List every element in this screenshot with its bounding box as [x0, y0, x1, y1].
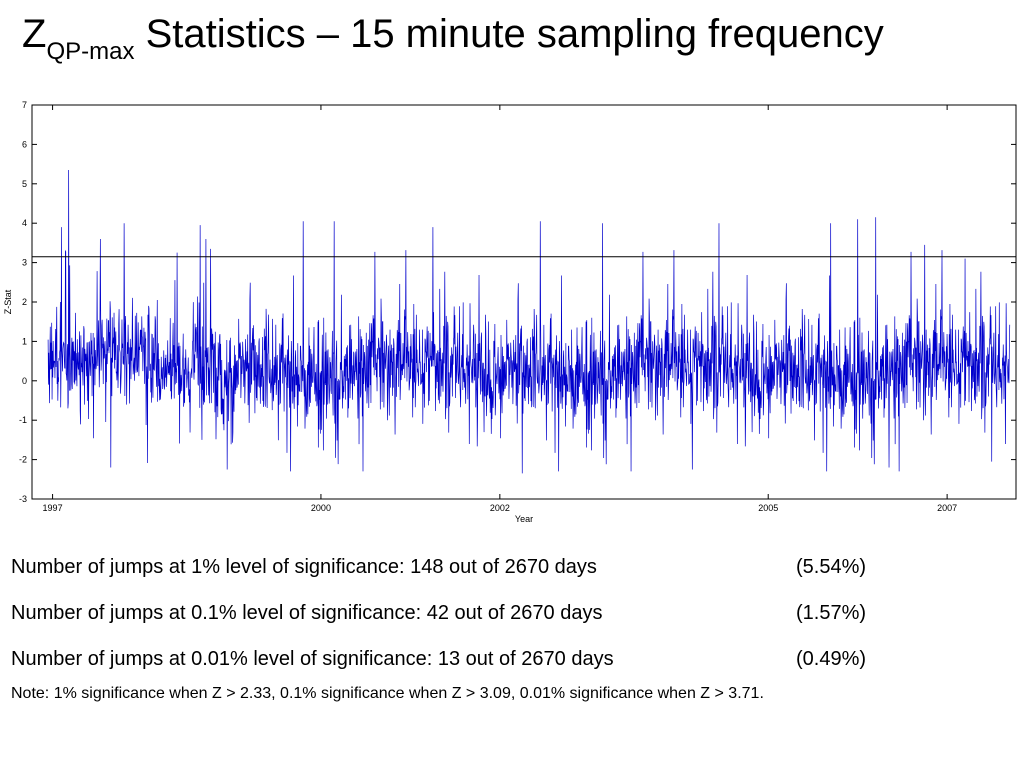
- stat-row-01pct: Number of jumps at 0.1% level of signifi…: [11, 598, 866, 644]
- stat-pct-1pct: (5.54%): [796, 556, 867, 578]
- title-subscript: QP-max: [46, 38, 135, 65]
- x-tick-label-1997: 1997: [43, 503, 63, 513]
- y-tick-label-7: 7: [22, 100, 27, 110]
- x-tick-label-2005: 2005: [758, 503, 778, 513]
- z-stat-series-line: [47, 170, 1011, 474]
- y-tick-label-4: 4: [22, 218, 27, 228]
- y-tick-label-1: 1: [22, 336, 27, 346]
- stat-text-1pct: Number of jumps at 1% level of significa…: [11, 556, 597, 578]
- y-axis-label: Z-Stat: [3, 289, 13, 314]
- y-tick-label-0: 0: [22, 376, 27, 386]
- y-tick-label--2: -2: [19, 455, 27, 465]
- stat-row-1pct: Number of jumps at 1% level of significa…: [11, 552, 866, 598]
- y-tick-label-2: 2: [22, 297, 27, 307]
- stat-text-01pct: Number of jumps at 0.1% level of signifi…: [11, 602, 603, 624]
- stat-pct-001pct: (0.49%): [796, 648, 867, 670]
- stat-text-001pct: Number of jumps at 0.01% level of signif…: [11, 648, 614, 670]
- stat-row-001pct: Number of jumps at 0.01% level of signif…: [11, 644, 866, 690]
- y-tick-label--1: -1: [19, 415, 27, 425]
- x-tick-label-2002: 2002: [490, 503, 510, 513]
- title-main: Z: [22, 12, 47, 56]
- significance-note: Note: 1% significance when Z > 2.33, 0.1…: [11, 685, 764, 702]
- z-stat-line-chart: -3 -2 -1 0 1 2 3 4 5 6 7 1997 2000 2002 2005 2007 Year Z-…: [3, 100, 1017, 524]
- y-tick-label-5: 5: [22, 179, 27, 189]
- y-tick-label-3: 3: [22, 258, 27, 268]
- x-tick-label-2000: 2000: [311, 503, 331, 513]
- stat-pct-01pct: (1.57%): [796, 602, 867, 624]
- stats-block: Number of jumps at 1% level of significa…: [11, 552, 866, 704]
- y-tick-label--3: -3: [19, 494, 27, 504]
- page-title: ZQP-max Statistics – 15 minute sampling …: [22, 6, 884, 68]
- title-rest: Statistics – 15 minute sampling frequenc…: [134, 12, 884, 56]
- x-tick-label-2007: 2007: [937, 503, 957, 513]
- x-axis-label: Year: [515, 514, 533, 524]
- y-tick-label-6: 6: [22, 139, 27, 149]
